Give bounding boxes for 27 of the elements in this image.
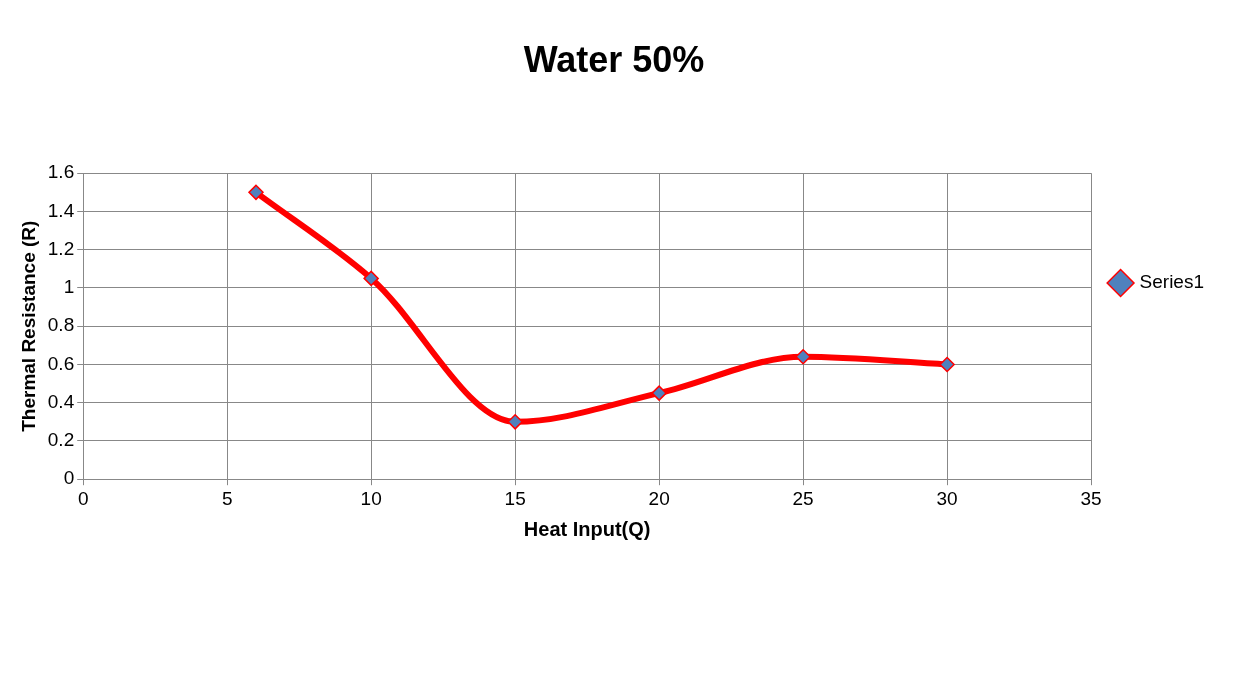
- y-axis-title: Thermal Resistance (R): [17, 220, 39, 432]
- x-axis-title: Heat Input(Q): [523, 517, 651, 540]
- y-tick-label: 1: [63, 276, 75, 298]
- y-tick-label: 1.4: [47, 199, 75, 221]
- x-tick-label: 15: [504, 487, 526, 509]
- y-tick-label: 0.6: [47, 352, 75, 374]
- x-tick-label: 25: [792, 487, 814, 509]
- legend-label: Series1: [1139, 271, 1204, 293]
- y-tick-label: 0: [63, 467, 75, 489]
- x-tick-label: 20: [648, 487, 670, 509]
- x-tick-label: 10: [360, 487, 382, 509]
- y-tick-label: 1.2: [47, 237, 75, 259]
- x-tick-label: 5: [221, 487, 233, 509]
- x-tick-label: 30: [936, 487, 958, 509]
- point: [651, 385, 667, 401]
- chart-title: Water 50%: [523, 38, 705, 80]
- y-tick-label: 0.8: [47, 314, 75, 336]
- y-tick-label: 0.4: [47, 390, 75, 412]
- point: [939, 356, 955, 373]
- y-tick-label: 0.2: [47, 429, 75, 451]
- point: [507, 414, 523, 430]
- x-tick-label: 0: [77, 487, 89, 509]
- x-tick-label: 35: [1080, 487, 1102, 509]
- point: [795, 349, 811, 365]
- point: [248, 184, 264, 201]
- y-tick-label: 1.6: [47, 161, 75, 183]
- point: [363, 270, 379, 287]
